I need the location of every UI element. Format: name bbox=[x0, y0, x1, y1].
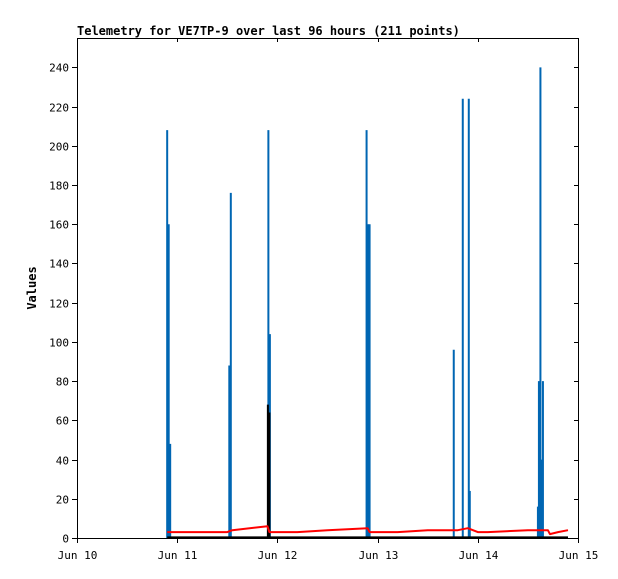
y-axis-label: Values bbox=[25, 266, 39, 309]
y-tick-label: 60 bbox=[56, 415, 69, 428]
y-tick-label: 120 bbox=[49, 298, 69, 311]
series-0 bbox=[166, 67, 544, 538]
x-axis-ticks: Jun 10 Jun 11 Jun 12 Jun 13 Jun 14 Jun 15 bbox=[58, 38, 599, 562]
y-tick-label: 20 bbox=[56, 494, 69, 507]
y-tick-label: 140 bbox=[49, 258, 69, 271]
y-tick-label: 180 bbox=[49, 180, 69, 193]
series-2 bbox=[167, 525, 569, 536]
y-tick-label: 240 bbox=[49, 62, 69, 75]
plot-frame bbox=[77, 38, 579, 539]
chart-title: Telemetry for VE7TP-9 over last 96 hours… bbox=[77, 24, 460, 38]
y-tick-label: 40 bbox=[56, 455, 69, 468]
y-tick-label: 160 bbox=[49, 219, 69, 232]
x-tick-label: Jun 10 bbox=[58, 549, 98, 562]
x-tick-label: Jun 12 bbox=[258, 549, 298, 562]
y-tick-label: 0 bbox=[62, 533, 69, 546]
x-tick-label: Jun 14 bbox=[459, 549, 499, 562]
data-line bbox=[167, 525, 569, 536]
chart-marks bbox=[166, 67, 569, 539]
series-1 bbox=[266, 404, 271, 538]
y-tick-label: 220 bbox=[49, 102, 69, 115]
y-tick-label: 100 bbox=[49, 337, 69, 350]
y-tick-label: 80 bbox=[56, 376, 69, 389]
x-tick-label: Jun 15 bbox=[559, 549, 599, 562]
y-axis-ticks: 0 20 40 60 80 100 120 140 160 180 200 220 240 bbox=[49, 62, 578, 546]
y-tick-label: 200 bbox=[49, 141, 69, 154]
x-tick-label: Jun 11 bbox=[158, 549, 198, 562]
x-tick-label: Jun 13 bbox=[359, 549, 399, 562]
